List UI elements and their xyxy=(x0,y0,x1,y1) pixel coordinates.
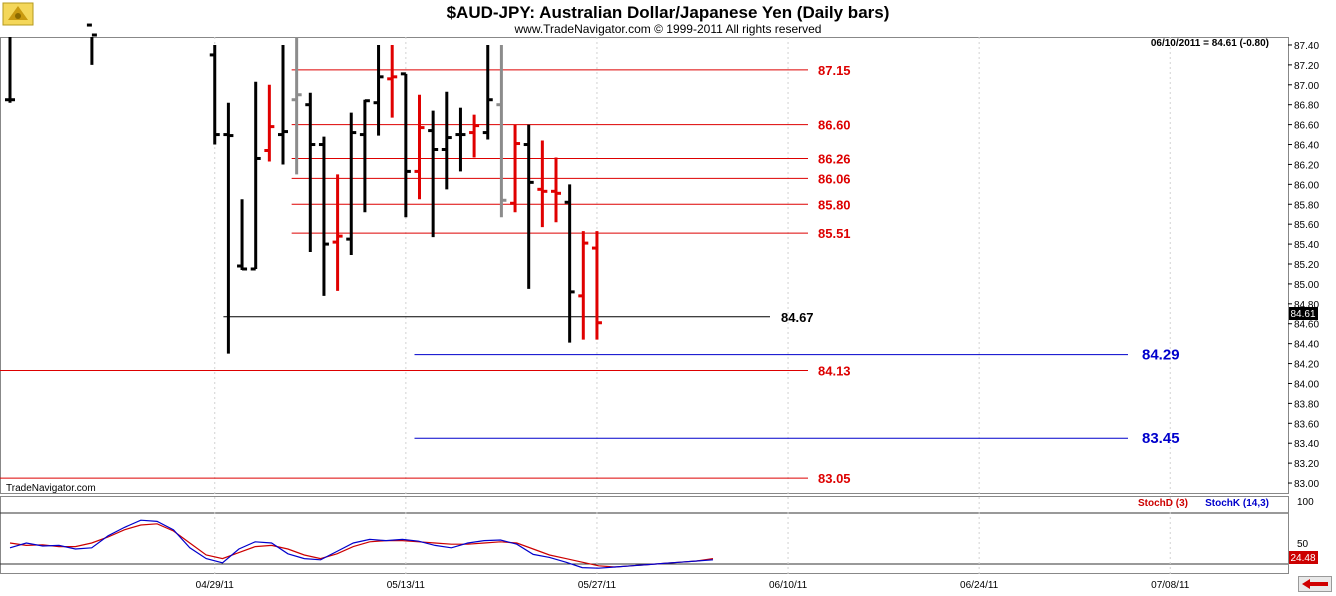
y-tick-label: 83.00 xyxy=(1294,479,1319,490)
y-tick-label: 85.60 xyxy=(1294,220,1319,231)
svg-text:24.48: 24.48 xyxy=(1290,553,1315,564)
level-label: 87.15 xyxy=(818,63,851,78)
date-axis: 04/29/11 05/13/11 05/27/11 06/10/11 06/24/11… xyxy=(196,580,1190,591)
chart-frame xyxy=(0,37,1289,574)
x-tick-label: 05/27/11 xyxy=(578,580,617,591)
price-axis: 87.40 87.20 87.00 86.80 86.60 86.40 86.20 86.00… xyxy=(1288,41,1319,550)
stoch-pane-border xyxy=(0,496,1289,574)
stochk-series xyxy=(9,519,714,569)
y-tick-label: 84.00 xyxy=(1294,379,1319,390)
level-label: 84.29 xyxy=(1142,347,1180,364)
back-arrow-button[interactable] xyxy=(1298,576,1332,592)
copyright-line: www.TradeNavigator.com © 1999-2011 All r… xyxy=(514,22,822,36)
logo-icon xyxy=(2,2,34,26)
x-tick-label: 06/10/11 xyxy=(769,580,808,591)
svg-text:84.61: 84.61 xyxy=(1290,309,1315,320)
y-tick-label: 84.20 xyxy=(1294,360,1319,371)
level-label: 83.45 xyxy=(1142,430,1180,447)
price-levels: 87.15 86.60 86.26 86.06 85.80 85.51 84.67 84.13… xyxy=(0,63,1180,486)
stoch-last-marker: 24.48 xyxy=(1289,551,1318,564)
y-tick-label: 86.80 xyxy=(1294,101,1319,112)
level-label: 86.06 xyxy=(818,171,851,186)
y-tick-label: 84.40 xyxy=(1294,340,1319,351)
chart-title: $AUD-JPY: Australian Dollar/Japanese Yen… xyxy=(447,3,890,22)
y-tick-label: 86.40 xyxy=(1294,141,1319,152)
stochd-series xyxy=(9,523,714,568)
level-label: 86.60 xyxy=(818,118,851,133)
watermark: TradeNavigator.com xyxy=(6,483,96,494)
level-label: 85.51 xyxy=(818,226,851,241)
level-label: 83.05 xyxy=(818,471,851,486)
y-tick-label: 87.20 xyxy=(1294,61,1319,72)
stochastic-panel xyxy=(9,519,714,569)
x-tick-label: 04/29/11 xyxy=(196,580,235,591)
y-tick-label: 85.00 xyxy=(1294,280,1319,291)
ohlc-bars xyxy=(5,23,602,354)
y-tick-label: 83.60 xyxy=(1294,419,1319,430)
y-tick-label: 83.40 xyxy=(1294,439,1319,450)
x-tick-label: 05/13/11 xyxy=(387,580,426,591)
y-tick-label: 85.40 xyxy=(1294,240,1319,251)
y-tick-label: 86.20 xyxy=(1294,160,1319,171)
price-pane-border xyxy=(0,37,1289,494)
y-tick-label: 87.00 xyxy=(1294,81,1319,92)
y-tick-label: 86.60 xyxy=(1294,121,1319,132)
y-tick-label: 87.40 xyxy=(1294,41,1319,52)
x-tick-label: 07/08/11 xyxy=(1151,580,1190,591)
level-label: 84.13 xyxy=(818,364,851,379)
stoch-tick-label: 50 xyxy=(1297,539,1309,550)
y-tick-label: 85.80 xyxy=(1294,200,1319,211)
x-tick-label: 06/24/11 xyxy=(960,580,999,591)
y-tick-label: 83.20 xyxy=(1294,459,1319,470)
stochd-legend: StochD (3) xyxy=(1138,498,1188,509)
last-price-marker: 84.61 xyxy=(1289,307,1318,320)
y-tick-label: 86.00 xyxy=(1294,180,1319,191)
y-tick-label: 83.80 xyxy=(1294,399,1319,410)
price-readout: 06/10/2011 = 84.61 (-0.80) xyxy=(1151,38,1269,49)
arrow-left-icon xyxy=(1302,579,1328,589)
level-label: 85.80 xyxy=(818,197,851,212)
y-tick-label: 84.60 xyxy=(1294,320,1319,331)
level-label: 84.67 xyxy=(781,310,814,325)
stochk-legend: StochK (14,3) xyxy=(1205,498,1269,509)
y-tick-label: 85.20 xyxy=(1294,260,1319,271)
y-tick-label: 84.80 xyxy=(1294,300,1319,311)
level-label: 86.26 xyxy=(818,151,851,166)
stoch-tick-label: 100 xyxy=(1297,497,1314,508)
